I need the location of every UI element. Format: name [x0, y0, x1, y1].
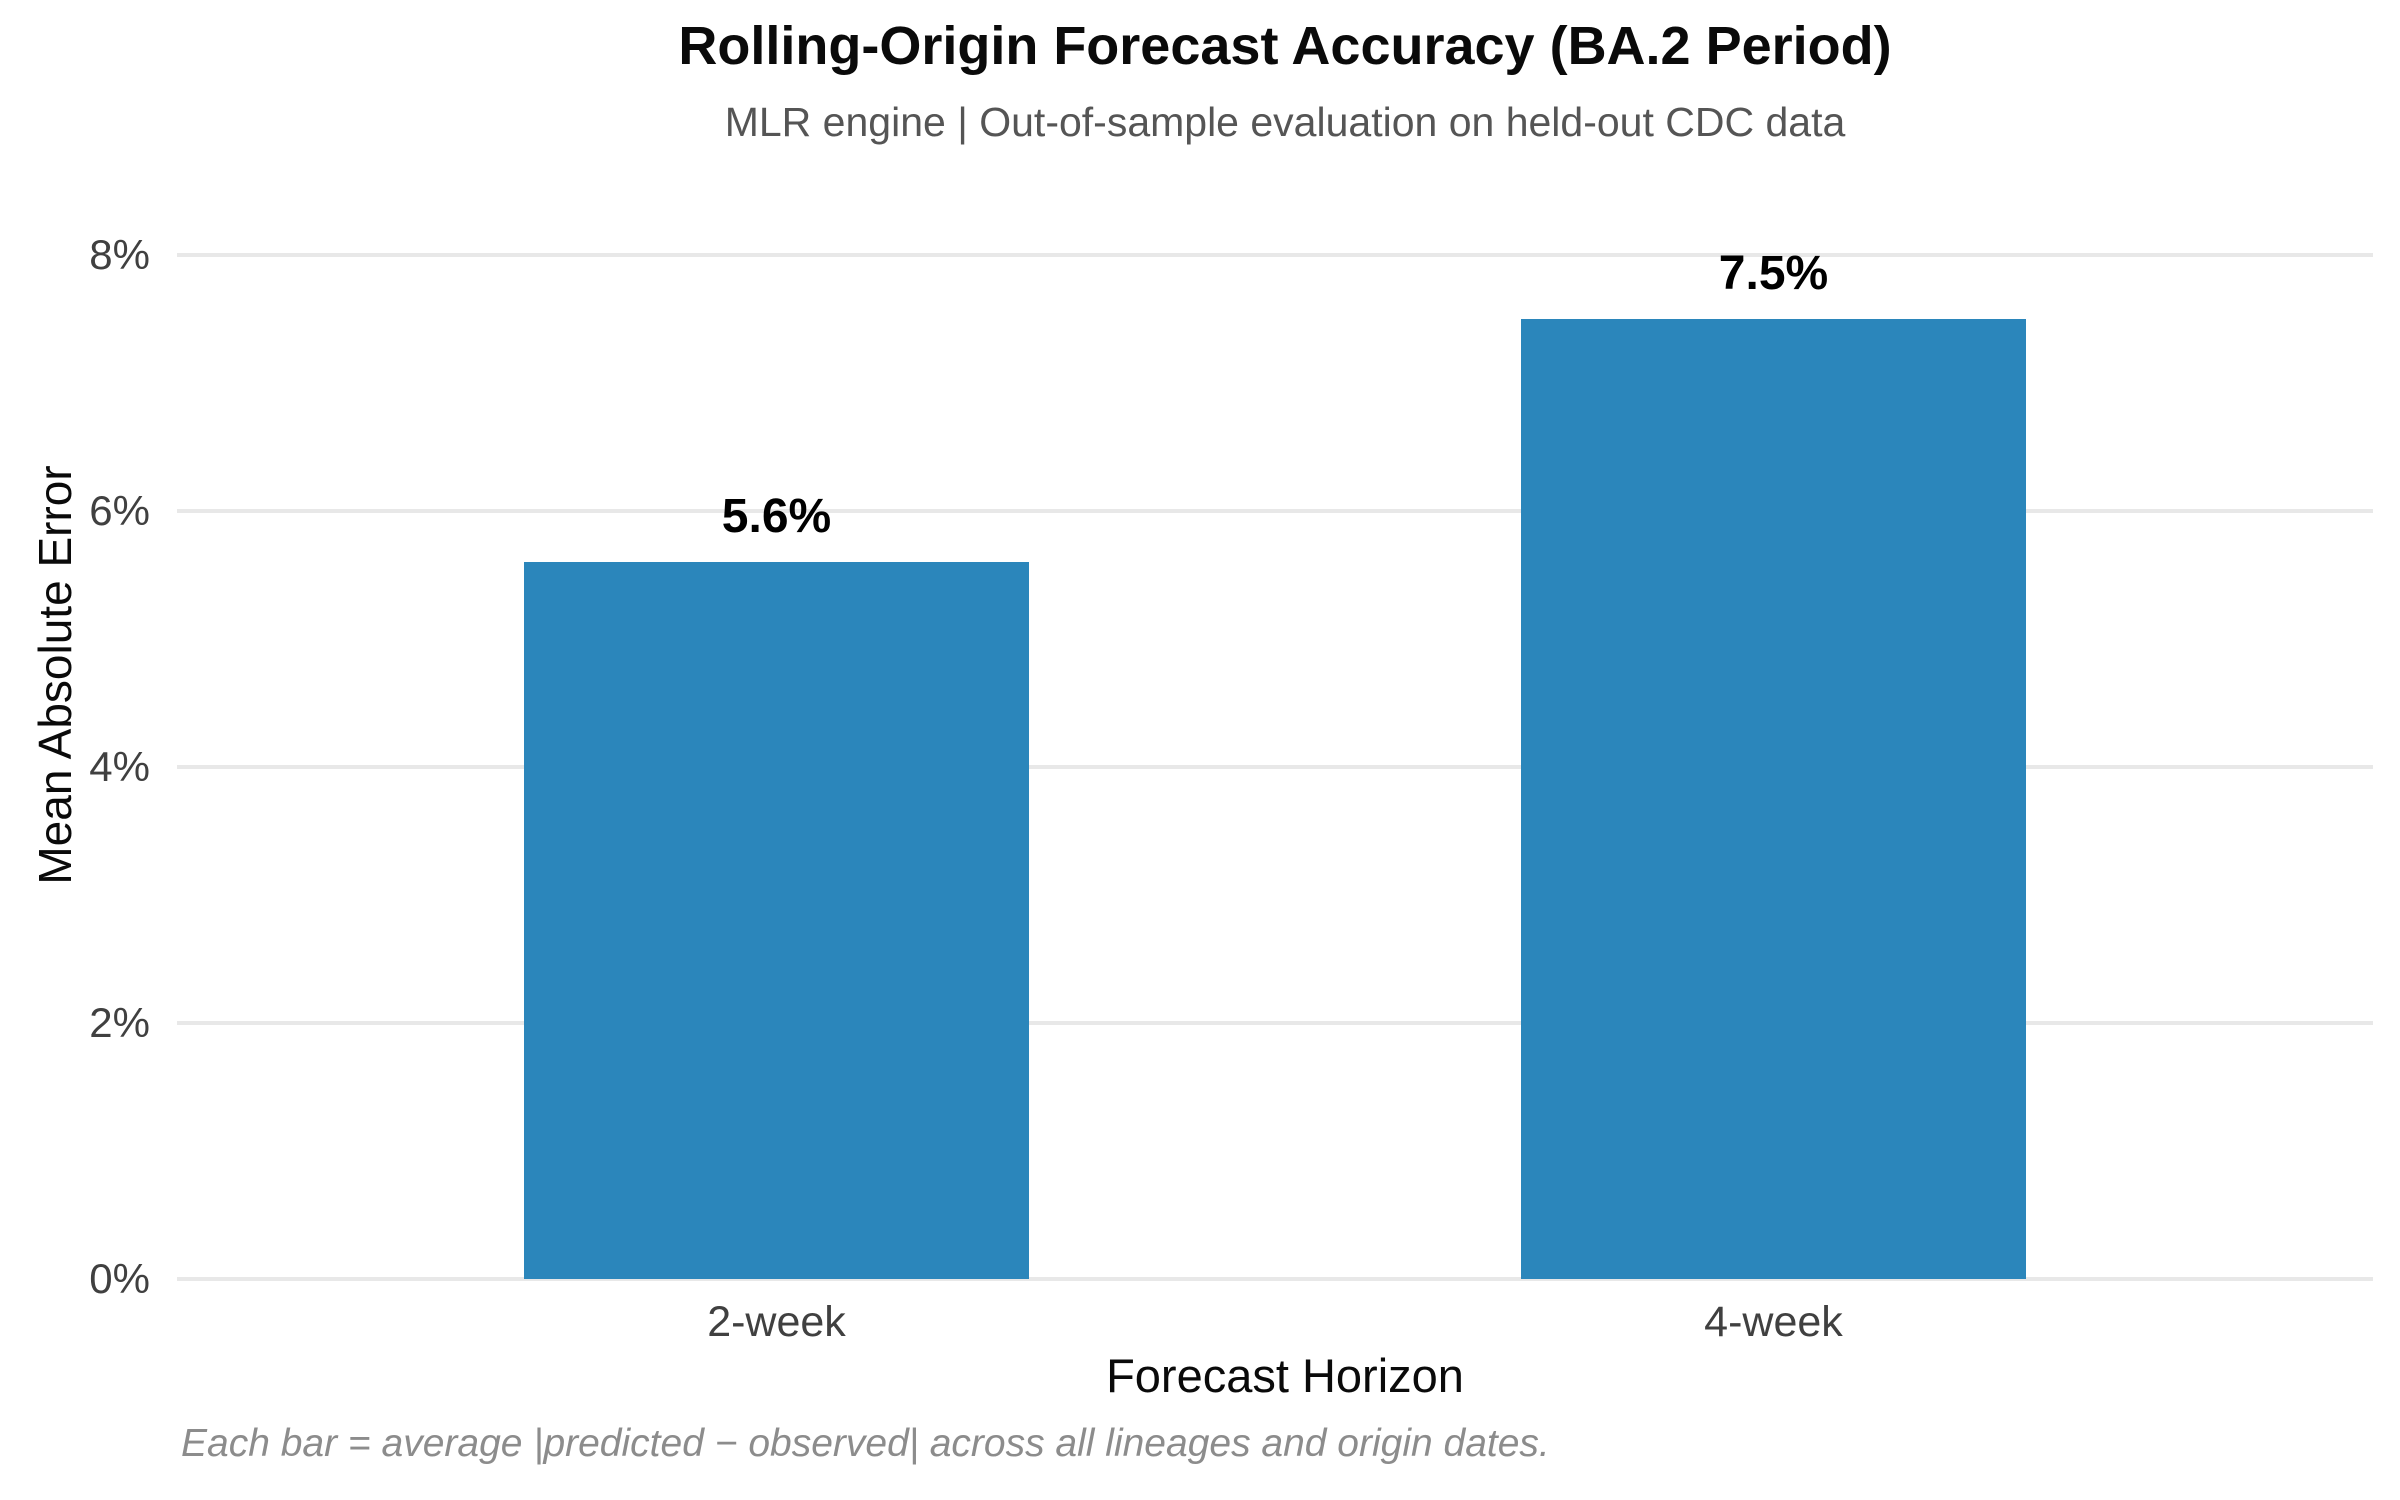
x-axis-label: Forecast Horizon	[1106, 1349, 1464, 1402]
chart-title: Rolling-Origin Forecast Accuracy (BA.2 P…	[678, 16, 1892, 76]
y-tick-label-8: 8%	[89, 231, 150, 278]
y-tick-label-2: 2%	[89, 999, 150, 1046]
gridline-6	[177, 509, 2373, 513]
plot-area	[177, 253, 2373, 1281]
bar-value-label-2-week: 5.6%	[721, 490, 832, 544]
chart-subtitle: MLR engine | Out-of-sample evaluation on…	[724, 99, 1846, 145]
y-tick-label-4: 4%	[89, 743, 150, 790]
bar-2-week	[524, 562, 1029, 1279]
gridline-0	[177, 1277, 2373, 1281]
x-category-label-2-week: 2-week	[707, 1298, 846, 1346]
gridline-8	[177, 253, 2373, 257]
bar-value-label-4-week: 7.5%	[1718, 247, 1829, 300]
gridline-4	[177, 765, 2373, 769]
y-tick-label-6: 6%	[89, 487, 150, 534]
bar-4-week	[1520, 319, 2026, 1279]
y-tick-label-0: 0%	[89, 1255, 150, 1302]
gridline-2	[177, 1021, 2373, 1025]
x-category-label-4-week: 4-week	[1704, 1298, 1843, 1346]
figure-caption: Each bar = average |predicted − observed…	[181, 1422, 1550, 1465]
